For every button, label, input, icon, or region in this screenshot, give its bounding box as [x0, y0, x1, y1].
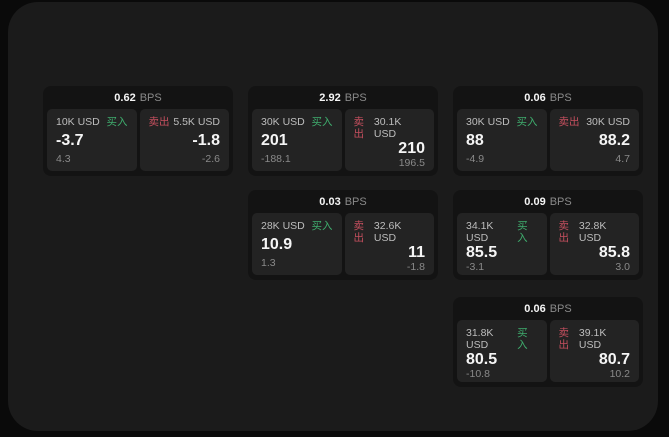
bps-unit-label: BPS — [549, 195, 572, 208]
sell-delta: 4.7 — [615, 153, 630, 165]
sell-tile[interactable]: 卖出 30.1K USD 210 196.5 — [344, 109, 434, 171]
bps-value: 0.62 — [114, 91, 136, 104]
buy-price: 88 — [466, 132, 484, 149]
sell-delta: -1.8 — [406, 261, 425, 273]
sell-tile[interactable]: 卖出 39.1K USD 80.7 10.2 — [549, 320, 639, 382]
bps-unit-label: BPS — [344, 91, 367, 104]
sell-tile[interactable]: 卖出 32.8K USD 85.8 3.0 — [549, 213, 639, 275]
buy-delta: -4.9 — [466, 153, 485, 165]
buy-price: 201 — [261, 132, 288, 149]
buy-label: 买入 — [517, 220, 528, 244]
bps-value: 0.06 — [524, 91, 546, 104]
sell-amount: 5.5K USD — [173, 116, 220, 128]
bps-header: 0.09 BPS — [453, 190, 643, 213]
bps-unit-label: BPS — [139, 91, 162, 104]
sell-tile[interactable]: 卖出 30K USD 88.2 4.7 — [549, 109, 639, 171]
app-panel: 0.62 BPS 10K USD 买入 -3.7 4.3 卖出 5.5K USD… — [8, 2, 658, 431]
buy-tile[interactable]: 30K USD 买入 201 -188.1 — [252, 109, 342, 171]
sell-amount: 30K USD — [586, 116, 630, 128]
buy-label: 买入 — [311, 116, 333, 128]
buy-price: 85.5 — [466, 244, 498, 261]
buy-price: 80.5 — [466, 351, 498, 368]
buy-tile[interactable]: 30K USD 买入 88 -4.9 — [457, 109, 547, 171]
bps-value: 0.09 — [524, 195, 546, 208]
buy-amount: 31.8K USD — [466, 327, 494, 351]
bps-unit-label: BPS — [549, 91, 572, 104]
sell-delta: 3.0 — [615, 261, 630, 273]
bps-unit-label: BPS — [344, 195, 367, 208]
buy-amount: 30K USD — [261, 116, 305, 128]
buy-delta: -188.1 — [261, 153, 291, 165]
bps-header: 0.06 BPS — [453, 297, 643, 320]
buy-label: 买入 — [311, 220, 333, 232]
sell-tile[interactable]: 卖出 32.6K USD 11 -1.8 — [344, 213, 434, 275]
sell-label: 卖出 — [148, 116, 170, 128]
sell-price: 85.8 — [598, 244, 630, 261]
sell-delta: -2.6 — [201, 153, 220, 165]
quote-card: 0.09 BPS 34.1K USD 买入 85.5 -3.1 卖出 32.8K… — [453, 190, 643, 280]
sell-tile[interactable]: 卖出 5.5K USD -1.8 -2.6 — [139, 109, 229, 171]
sell-price: 88.2 — [598, 132, 630, 149]
sell-amount: 30.1K USD — [373, 116, 402, 140]
buy-tile[interactable]: 34.1K USD 买入 85.5 -3.1 — [457, 213, 547, 275]
quote-card: 0.62 BPS 10K USD 买入 -3.7 4.3 卖出 5.5K USD… — [43, 86, 233, 176]
sell-price: 80.7 — [598, 351, 630, 368]
bps-header: 0.03 BPS — [248, 190, 438, 213]
bps-header: 0.62 BPS — [43, 86, 233, 109]
sell-label: 卖出 — [353, 116, 365, 140]
buy-delta: -10.8 — [466, 368, 490, 380]
bps-value: 0.03 — [319, 195, 341, 208]
sell-amount: 32.6K USD — [373, 220, 402, 244]
buy-delta: -3.1 — [466, 261, 485, 273]
buy-amount: 28K USD — [261, 220, 305, 232]
buy-amount: 34.1K USD — [466, 220, 494, 244]
sell-price: 210 — [398, 140, 425, 157]
quote-card: 0.06 BPS 30K USD 买入 88 -4.9 卖出 30K USD 8… — [453, 86, 643, 176]
buy-tile[interactable]: 31.8K USD 买入 80.5 -10.8 — [457, 320, 547, 382]
quote-card: 0.03 BPS 28K USD 买入 10.9 1.3 卖出 32.6K US… — [248, 190, 438, 280]
sell-delta: 196.5 — [398, 157, 425, 169]
buy-label: 买入 — [106, 116, 128, 128]
sell-price: 11 — [408, 244, 425, 261]
buy-label: 买入 — [516, 116, 538, 128]
buy-delta: 1.3 — [261, 257, 276, 269]
bps-value: 2.92 — [319, 91, 341, 104]
sell-amount: 39.1K USD — [578, 327, 607, 351]
sell-amount: 32.8K USD — [578, 220, 607, 244]
sell-price: -1.8 — [192, 132, 220, 149]
bps-unit-label: BPS — [549, 302, 572, 315]
sell-delta: 10.2 — [609, 368, 630, 380]
buy-tile[interactable]: 28K USD 买入 10.9 1.3 — [252, 213, 342, 275]
buy-price: -3.7 — [56, 132, 84, 149]
buy-amount: 10K USD — [56, 116, 100, 128]
buy-price: 10.9 — [261, 236, 293, 253]
buy-label: 买入 — [517, 327, 528, 351]
bps-header: 2.92 BPS — [248, 86, 438, 109]
quote-card: 2.92 BPS 30K USD 买入 201 -188.1 卖出 30.1K … — [248, 86, 438, 176]
sell-label: 卖出 — [558, 327, 570, 351]
sell-label: 卖出 — [353, 220, 365, 244]
bps-value: 0.06 — [524, 302, 546, 315]
quote-card: 0.06 BPS 31.8K USD 买入 80.5 -10.8 卖出 39.1… — [453, 297, 643, 387]
sell-label: 卖出 — [558, 116, 580, 128]
sell-label: 卖出 — [558, 220, 570, 244]
buy-delta: 4.3 — [56, 153, 71, 165]
bps-header: 0.06 BPS — [453, 86, 643, 109]
buy-tile[interactable]: 10K USD 买入 -3.7 4.3 — [47, 109, 137, 171]
buy-amount: 30K USD — [466, 116, 510, 128]
